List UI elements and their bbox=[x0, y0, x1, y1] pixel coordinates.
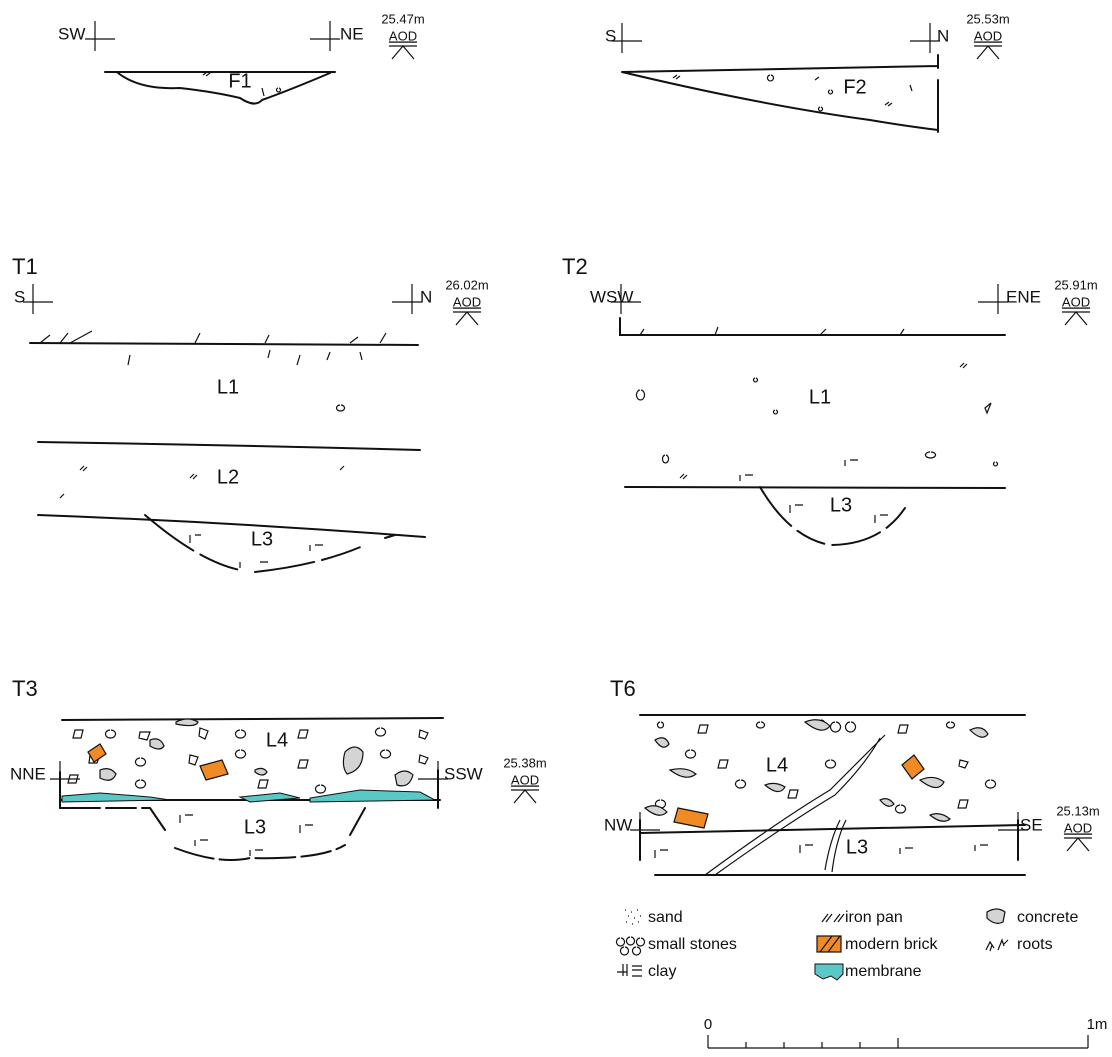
datum: AOD bbox=[511, 772, 539, 787]
legend-label: modern brick bbox=[845, 936, 938, 953]
layer-label: L3 bbox=[846, 836, 868, 858]
section-title: T3 bbox=[12, 676, 38, 701]
level-value: 25.38m bbox=[503, 755, 546, 770]
t2-profile bbox=[620, 318, 1005, 545]
legend-label: sand bbox=[648, 909, 683, 926]
f2-profile bbox=[622, 55, 938, 132]
section-marker bbox=[630, 812, 660, 842]
t1-profile bbox=[30, 331, 425, 572]
layer-label: L3 bbox=[830, 494, 852, 516]
layer-label: L3 bbox=[251, 528, 273, 550]
datum: AOD bbox=[453, 294, 481, 309]
layer-label: L4 bbox=[766, 754, 788, 776]
legend-label: small stones bbox=[648, 936, 737, 953]
legend-label: membrane bbox=[845, 963, 922, 980]
left-orientation: WSW bbox=[590, 287, 633, 306]
left-orientation: NNE bbox=[10, 764, 46, 783]
section-marker bbox=[392, 284, 422, 314]
layer-label: L1 bbox=[809, 386, 831, 408]
right-orientation: ENE bbox=[1006, 287, 1041, 306]
layer-label: L1 bbox=[217, 376, 239, 398]
section-title: T2 bbox=[562, 254, 588, 279]
level-value: 25.13m bbox=[1056, 803, 1099, 818]
section-marker bbox=[310, 21, 340, 51]
datum-symbol bbox=[1062, 312, 1090, 325]
layer-label: F2 bbox=[843, 76, 866, 98]
left-orientation: S bbox=[14, 287, 25, 306]
datum: AOD bbox=[1062, 294, 1090, 309]
section-marker bbox=[978, 284, 1008, 314]
right-orientation: N bbox=[420, 287, 432, 306]
datum: AOD bbox=[974, 28, 1002, 43]
legend-label: concrete bbox=[1017, 909, 1078, 926]
right-orientation: SSW bbox=[444, 764, 483, 783]
layer-label: L3 bbox=[244, 816, 266, 838]
layer-label: L2 bbox=[217, 466, 239, 488]
section-drawings: SW NE 25.47m AOD F1 S N 25.53m AOD F2 T1 S N 26.02m AO… bbox=[0, 0, 1112, 1057]
datum: AOD bbox=[389, 28, 417, 43]
datum-symbol bbox=[1064, 838, 1092, 851]
section-marker bbox=[910, 23, 940, 53]
datum-symbol bbox=[974, 46, 1002, 59]
section-marker bbox=[23, 284, 53, 314]
right-orientation: SE bbox=[1020, 815, 1043, 834]
layer-label: F1 bbox=[228, 70, 251, 92]
section-title: T1 bbox=[12, 254, 38, 279]
section-marker bbox=[85, 21, 115, 51]
t3-profile bbox=[60, 718, 443, 860]
t6-profile bbox=[640, 715, 1025, 875]
datum-symbol bbox=[453, 312, 481, 325]
left-orientation: S bbox=[605, 26, 616, 45]
layer-label: L4 bbox=[266, 729, 288, 751]
level-value: 25.47m bbox=[381, 11, 424, 26]
level-value: 25.53m bbox=[966, 11, 1009, 26]
section-marker bbox=[612, 23, 642, 53]
right-orientation: N bbox=[937, 26, 949, 45]
scale-bar bbox=[708, 1035, 1088, 1048]
section-title: T6 bbox=[610, 676, 636, 701]
level-value: 25.91m bbox=[1054, 277, 1097, 292]
legend-label: roots bbox=[1017, 936, 1053, 953]
left-orientation: SW bbox=[58, 24, 85, 43]
right-orientation: NE bbox=[340, 24, 364, 43]
datum-symbol bbox=[389, 46, 417, 59]
left-orientation: NW bbox=[604, 815, 632, 834]
legend-label: clay bbox=[648, 963, 676, 980]
scale-end: 1m bbox=[1087, 1016, 1108, 1033]
datum: AOD bbox=[1064, 820, 1092, 835]
f1-profile bbox=[105, 72, 335, 104]
scale-start: 0 bbox=[704, 1016, 712, 1033]
datum-symbol bbox=[511, 790, 539, 803]
level-value: 26.02m bbox=[445, 277, 488, 292]
legend-label: iron pan bbox=[845, 909, 903, 926]
